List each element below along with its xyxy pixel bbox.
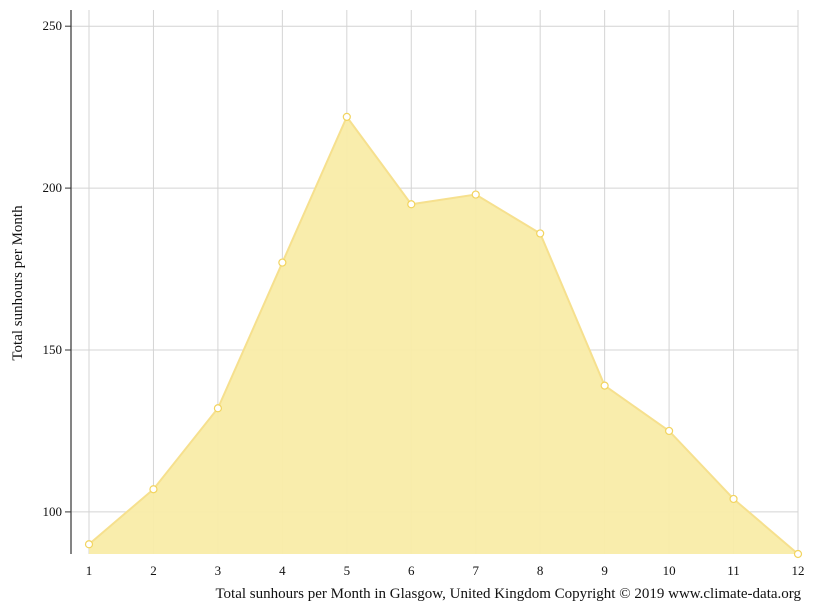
x-tick-label: 3 (215, 563, 222, 578)
x-tick-label: 10 (663, 563, 676, 578)
data-point (84, 540, 94, 549)
axes (65, 10, 72, 554)
x-tick-label: 6 (408, 563, 415, 578)
y-tick-label: 150 (43, 342, 63, 357)
data-point (149, 485, 158, 494)
x-tick-label: 9 (601, 563, 608, 578)
x-tick-label: 5 (344, 563, 351, 578)
y-tick-label: 200 (43, 180, 63, 195)
data-markers (84, 112, 803, 559)
y-tick-label: 100 (43, 504, 63, 519)
area-layer (88, 114, 799, 555)
series-line (88, 114, 799, 555)
data-point (342, 112, 351, 121)
chart-caption: Total sunhours per Month in Glasgow, Uni… (215, 586, 801, 602)
x-tick-label: 2 (150, 563, 157, 578)
y-tick-label: 250 (43, 18, 63, 33)
data-point (600, 381, 609, 390)
data-point (664, 426, 674, 436)
data-point (536, 229, 545, 238)
y-axis-title: Total sunhours per Month (10, 205, 26, 361)
data-point (729, 494, 738, 504)
data-point (793, 549, 803, 559)
x-tick-label: 4 (279, 563, 286, 578)
data-point (471, 190, 480, 199)
data-point (213, 404, 223, 413)
x-tick-label: 12 (792, 563, 805, 578)
data-point (407, 200, 416, 209)
x-tick-label: 7 (472, 563, 479, 578)
x-tick-label: 1 (86, 563, 93, 578)
x-tick-label: 8 (537, 563, 544, 578)
x-tick-label: 11 (727, 563, 740, 578)
series-area (89, 116, 798, 554)
data-point (278, 258, 287, 267)
